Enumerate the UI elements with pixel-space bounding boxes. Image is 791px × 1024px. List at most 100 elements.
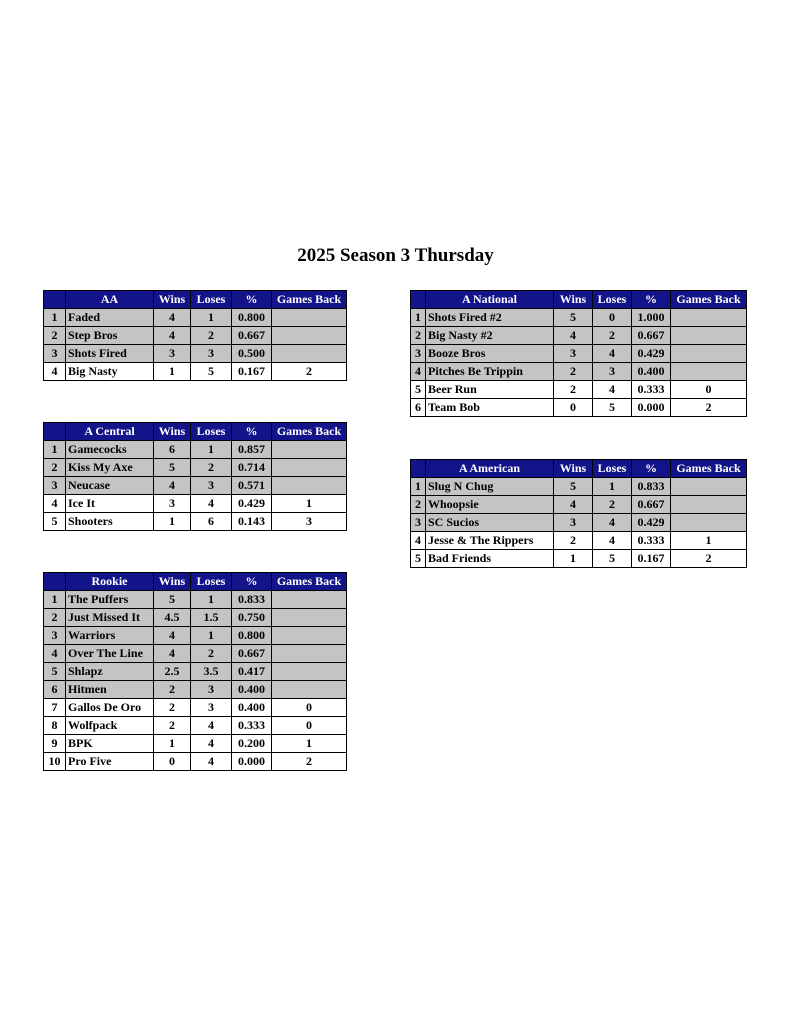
loses: 3 [190,698,232,717]
wins: 3 [553,513,593,532]
table-row: 5 Shooters 1 6 0.143 3 [43,512,347,531]
rank: 3 [43,476,66,495]
games-back: 0 [271,698,347,717]
rank: 1 [410,477,426,496]
games-back [271,458,347,477]
win-pct: 0.333 [231,716,272,735]
rank: 5 [43,512,66,531]
wins-header: Wins [153,422,191,441]
wins: 4 [153,644,191,663]
loses: 1 [592,477,632,496]
wins: 5 [553,308,593,327]
win-pct: 0.667 [231,644,272,663]
games-back [271,476,347,495]
win-pct: 0.714 [231,458,272,477]
table-row: 7 Gallos De Oro 2 3 0.400 0 [43,698,347,717]
page-title: 2025 Season 3 Thursday [297,245,494,266]
team-name: Bad Friends [425,549,554,568]
standings-table-a-american: A American Wins Loses% Games Back 1 Slug N Ch… [410,459,747,568]
wins: 1 [153,362,191,381]
team-name: Pro Five [65,752,154,771]
team-name: Booze Bros [425,344,554,363]
team-name: Big Nasty [65,362,154,381]
team-name: Ice It [65,494,154,513]
rank: 8 [43,716,66,735]
team-name: SC Sucios [425,513,554,532]
games-back: 2 [670,398,747,417]
games-back [271,326,347,345]
rank-header [410,459,426,478]
wins: 2 [153,680,191,699]
rank: 2 [43,458,66,477]
win-pct: 0.571 [231,476,272,495]
team-name: Shooters [65,512,154,531]
games-back [670,513,747,532]
table-row: 1 The Puffers 5 1 0.833 [43,590,347,609]
table-row: 3 SC Sucios 3 4 0.429 [410,513,747,532]
loses-header: Loses [592,459,632,478]
win-pct: 0.400 [631,362,671,381]
pct-header: % [631,290,671,309]
loses: 1.5 [190,608,232,627]
games-back: 1 [670,531,747,550]
games-back [271,608,347,627]
win-pct: 0.750 [231,608,272,627]
games-back [670,362,747,381]
win-pct: 0.000 [231,752,272,771]
loses: 2 [190,326,232,345]
games-back [670,477,747,496]
wins: 2 [153,698,191,717]
team-name: Neucase [65,476,154,495]
table-row: 4 Big Nasty 1 5 0.167 2 [43,362,347,381]
win-pct: 0.429 [231,494,272,513]
games-back: 3 [271,512,347,531]
win-pct: 0.400 [231,680,272,699]
pct-header: % [231,572,272,591]
wins: 4 [153,476,191,495]
win-pct: 0.333 [631,531,671,550]
wins: 5 [553,477,593,496]
table-row: 1 Slug N Chug 5 1 0.833 [410,477,747,496]
team-name: Jesse & The Rippers [425,531,554,550]
table-row: 8 Wolfpack 2 4 0.333 0 [43,716,347,735]
rank: 6 [43,680,66,699]
loses: 4 [592,531,632,550]
rank: 1 [410,308,426,327]
rank: 1 [43,308,66,327]
rank: 9 [43,734,66,753]
gb-header: Games Back [670,459,747,478]
rank: 5 [410,380,426,399]
wins: 1 [553,549,593,568]
loses: 4 [190,734,232,753]
wins: 5 [153,458,191,477]
table-row: 1 Gamecocks 6 1 0.857 [43,440,347,459]
division-header: A Central [65,422,154,441]
pct-header: % [231,290,272,309]
team-name: Big Nasty #2 [425,326,554,345]
rank: 10 [43,752,66,771]
wins: 0 [153,752,191,771]
games-back: 1 [271,494,347,513]
table-row: 2 Kiss My Axe 5 2 0.714 [43,458,347,477]
table-row: 4 Over The Line 4 2 0.667 [43,644,347,663]
table-row: 4 Ice It 3 4 0.429 1 [43,494,347,513]
pct-header: % [631,459,671,478]
rank-header [43,572,66,591]
loses: 1 [190,440,232,459]
rank: 5 [43,662,66,681]
rank: 6 [410,398,426,417]
loses: 1 [190,308,232,327]
loses: 1 [190,590,232,609]
games-back: 2 [271,362,347,381]
team-name: Kiss My Axe [65,458,154,477]
games-back [271,308,347,327]
games-back [271,626,347,645]
wins: 3 [153,344,191,363]
gb-header: Games Back [670,290,747,309]
team-name: Step Bros [65,326,154,345]
loses: 2 [190,458,232,477]
standings-table-aa: AA Wins Loses% Games Back 1 Faded 4 1 0.800 2 Step… [43,290,347,381]
loses: 0 [592,308,632,327]
pct-header: % [231,422,272,441]
